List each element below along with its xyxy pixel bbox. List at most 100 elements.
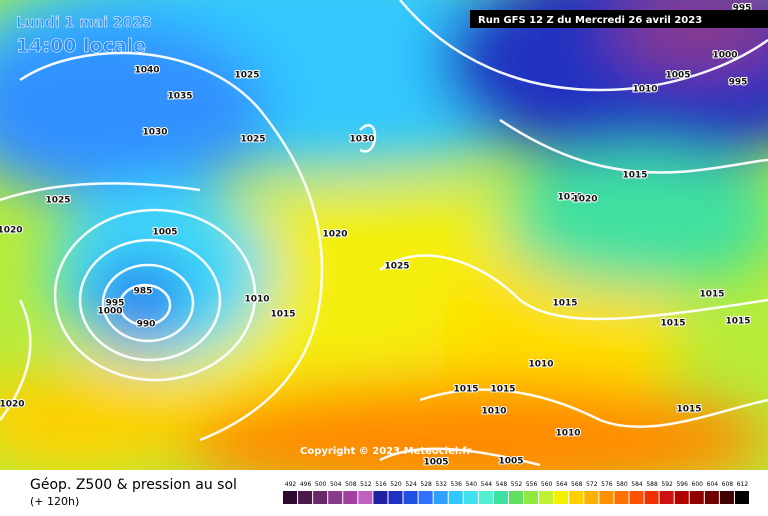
scale-cell bbox=[614, 491, 629, 504]
scale-label: 544 bbox=[481, 481, 493, 488]
scale-cell bbox=[644, 491, 659, 504]
isobar-label: 1025 bbox=[240, 135, 265, 145]
scale-cell bbox=[358, 491, 373, 504]
scale-label: 604 bbox=[707, 481, 719, 488]
isobar-label: 1010 bbox=[555, 429, 580, 439]
scale-label: 512 bbox=[360, 481, 372, 488]
isobar-label: 985 bbox=[134, 287, 153, 297]
isobar-label: 1005 bbox=[665, 71, 690, 81]
scale-label: 588 bbox=[646, 481, 658, 488]
isobar-label: 1025 bbox=[384, 262, 409, 272]
scale-label: 556 bbox=[526, 481, 538, 488]
isobar-label: 1000 bbox=[97, 307, 122, 317]
scale-label: 576 bbox=[601, 481, 613, 488]
forecast-time: 14:00 locale bbox=[16, 35, 146, 57]
scale-label: 524 bbox=[405, 481, 417, 488]
isobar-label: 1000 bbox=[712, 51, 737, 61]
scale-cell bbox=[508, 491, 524, 504]
scale-label: 580 bbox=[616, 481, 628, 488]
isobar-label: 1020 bbox=[572, 195, 597, 205]
run-banner bbox=[470, 10, 768, 28]
isobar-label: 1035 bbox=[167, 92, 192, 102]
scale-cell bbox=[659, 491, 674, 504]
isobar-label: 1020 bbox=[0, 226, 23, 236]
footer-title: Géop. Z500 & pression au sol bbox=[30, 477, 237, 493]
scale-label: 536 bbox=[451, 481, 463, 488]
scale-label: 564 bbox=[556, 481, 568, 488]
scale-label: 520 bbox=[390, 481, 402, 488]
scale-cell bbox=[524, 491, 539, 504]
scale-cell bbox=[433, 491, 448, 504]
isobar-label: 1005 bbox=[152, 228, 177, 238]
scale-label: 496 bbox=[300, 481, 312, 488]
scale-label: 516 bbox=[375, 481, 387, 488]
scale-label: 608 bbox=[722, 481, 734, 488]
isobar-label: 995 bbox=[729, 78, 748, 88]
scale-cell bbox=[403, 491, 418, 504]
scale-cell bbox=[418, 491, 433, 504]
scale-cell bbox=[298, 491, 313, 504]
isobar-label: 1015 bbox=[676, 405, 701, 415]
color-scale: 492 496 500 504 508 512 516 520 524 528 532 536 540 5… bbox=[283, 481, 749, 504]
scale-cell bbox=[584, 491, 599, 504]
isobar-label: 1015 bbox=[725, 317, 750, 327]
scale-cell bbox=[689, 491, 704, 504]
scale-label: 552 bbox=[511, 481, 523, 488]
scale-cell bbox=[313, 491, 328, 504]
scale-label: 600 bbox=[692, 481, 704, 488]
scale-label: 584 bbox=[631, 481, 643, 488]
isobar-label: 1025 bbox=[234, 71, 259, 81]
isobar-label: 1040 bbox=[134, 66, 159, 76]
scale-label: 548 bbox=[496, 481, 508, 488]
scale-label: 508 bbox=[345, 481, 357, 488]
forecast-date: Lundi 1 mai 2023 bbox=[16, 15, 152, 31]
isobar-label: 1025 bbox=[45, 196, 70, 206]
isobar-label: 1010 bbox=[632, 85, 657, 95]
scale-cell bbox=[343, 491, 358, 504]
isobar-label: 1015 bbox=[622, 171, 647, 181]
isobar-label: 1010 bbox=[481, 407, 506, 417]
isobar-label: 1015 bbox=[552, 299, 577, 309]
isobar-label: 1020 bbox=[322, 230, 347, 240]
isobar-label: 1015 bbox=[453, 385, 478, 395]
isobar-label: 1010 bbox=[244, 295, 269, 305]
scale-label: 532 bbox=[435, 481, 447, 488]
scale-label: 560 bbox=[541, 481, 553, 488]
scale-cell bbox=[373, 491, 388, 504]
scale-cell bbox=[463, 491, 478, 504]
scale-label: 492 bbox=[285, 481, 297, 488]
isobar-label: 1010 bbox=[528, 360, 553, 370]
scale-cell bbox=[493, 491, 508, 504]
copyright: Copyright © 2023 Meteociel.fr bbox=[300, 446, 471, 457]
scale-cell bbox=[569, 491, 584, 504]
scale-cell bbox=[719, 491, 734, 504]
scale-label: 568 bbox=[571, 481, 583, 488]
isobar-label: 1015 bbox=[490, 385, 515, 395]
scale-cell bbox=[599, 491, 614, 504]
scale-label: 504 bbox=[330, 481, 342, 488]
isobar-label: 995 bbox=[106, 299, 125, 309]
footer-lead: (+ 120h) bbox=[30, 495, 79, 508]
scale-cell bbox=[704, 491, 719, 504]
scale-cell bbox=[539, 491, 554, 504]
scale-label: 596 bbox=[676, 481, 688, 488]
isobar-label: 1005 bbox=[498, 457, 523, 467]
scale-cell bbox=[629, 491, 644, 504]
scale-cell bbox=[388, 491, 403, 504]
scale-cell bbox=[478, 491, 493, 504]
scale-label: 572 bbox=[586, 481, 598, 488]
isobar-label: 1015 bbox=[699, 290, 724, 300]
isobar-label: 1030 bbox=[142, 128, 167, 138]
scale-label: 528 bbox=[420, 481, 432, 488]
isobar-label: 1015 bbox=[660, 319, 685, 329]
scale-label: 592 bbox=[661, 481, 673, 488]
scale-cell bbox=[554, 491, 569, 504]
scale-cell bbox=[328, 491, 343, 504]
isobar-label: 1015 bbox=[270, 310, 295, 320]
isobar-label: 990 bbox=[137, 320, 156, 330]
isobar-label: 1020 bbox=[0, 400, 25, 410]
scale-label: 500 bbox=[315, 481, 327, 488]
isobar-label: 1030 bbox=[349, 135, 374, 145]
scale-cell bbox=[448, 491, 463, 504]
